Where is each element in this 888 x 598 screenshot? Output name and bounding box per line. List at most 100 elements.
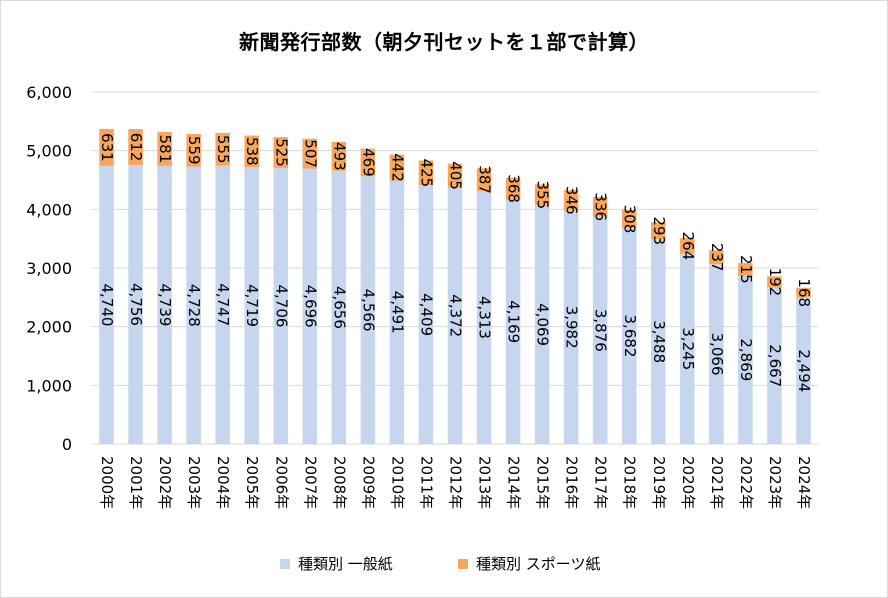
bar-sports: [273, 137, 289, 168]
data-label-general: 4,706: [272, 284, 290, 327]
data-label-sports: 555: [214, 135, 232, 164]
bar-general: [186, 166, 201, 444]
x-tick-label: 2018年: [621, 456, 639, 509]
bar-general: [215, 165, 230, 444]
data-label-general: 3,245: [679, 327, 697, 370]
bar-sports: [592, 196, 608, 217]
y-tick-label: 4,000: [26, 200, 72, 219]
data-label-general: 4,313: [476, 296, 494, 339]
data-label-general: 4,747: [214, 283, 232, 326]
data-label-sports: 355: [534, 181, 552, 210]
data-label-general: 3,066: [708, 333, 726, 376]
x-tick-label: 2015年: [534, 456, 552, 509]
x-tick-label: 2000年: [98, 456, 116, 509]
data-label-sports: 215: [737, 255, 755, 284]
bar-sports: [447, 163, 463, 188]
legend-item-sports: 種類別 スポーツ紙: [458, 553, 600, 574]
x-tick-label: 2013年: [476, 456, 494, 509]
bar-general: [447, 187, 463, 444]
bar-sports: [360, 148, 376, 177]
data-label-sports: 237: [708, 243, 726, 272]
data-label-general: 4,409: [417, 293, 435, 336]
data-label-general: 2,494: [795, 349, 813, 392]
data-label-sports: 346: [563, 186, 581, 215]
legend-swatch-sports: [458, 558, 468, 569]
bar-sports: [651, 222, 666, 240]
x-tick-label: 2006年: [272, 456, 290, 509]
bar-sports: [621, 209, 637, 228]
bar-general: [621, 227, 637, 444]
bar-sports: [418, 160, 434, 186]
data-label-sports: 293: [650, 216, 668, 245]
x-tick-label: 2010年: [388, 456, 406, 509]
legend-label-general: 種類別 一般紙: [298, 555, 393, 573]
bar-sports: [302, 138, 318, 169]
x-tick-label: 2004年: [214, 456, 232, 509]
bar-general: [534, 205, 550, 444]
x-tick-label: 2005年: [243, 456, 261, 509]
legend-item-general: 種類別 一般紙: [280, 553, 393, 574]
bar-general: [592, 216, 608, 444]
bar-general: [389, 180, 405, 444]
data-label-general: 4,696: [301, 285, 319, 328]
bar-general: [505, 199, 521, 444]
data-label-sports: 425: [417, 159, 435, 188]
data-label-general: 4,491: [388, 291, 406, 334]
x-tick-label: 2003年: [185, 456, 203, 509]
bar-general: [99, 165, 114, 445]
data-label-general: 4,169: [505, 300, 523, 343]
data-label-sports: 308: [621, 205, 639, 234]
data-label-general: 4,656: [330, 286, 348, 329]
y-tick-label: 3,000: [26, 259, 72, 278]
bar-sports: [563, 190, 579, 211]
x-tick-label: 2016年: [563, 456, 581, 509]
data-label-general: 4,739: [156, 284, 174, 327]
data-label-sports: 581: [156, 135, 174, 164]
x-tick-label: 2009年: [359, 456, 377, 509]
x-tick-label: 2014年: [505, 456, 523, 509]
y-tick-label: 0: [62, 435, 72, 454]
bar-sports: [99, 128, 114, 166]
data-label-sports: 405: [447, 161, 465, 190]
bar-sports: [680, 238, 695, 254]
bar-sports: [709, 250, 724, 265]
y-tick-label: 5,000: [26, 142, 72, 161]
y-tick-label: 2,000: [26, 318, 72, 337]
data-label-sports: 493: [330, 142, 348, 171]
bar-sports: [215, 132, 230, 166]
bar-general: [796, 297, 811, 444]
bar-general: [709, 264, 724, 444]
bar-general: [331, 170, 347, 444]
data-label-general: 4,719: [243, 284, 261, 327]
chart-title: 新聞発行部数（朝夕刊セットを１部で計算）: [239, 30, 649, 54]
data-label-sports: 168: [795, 278, 813, 307]
bar-general: [157, 165, 172, 444]
legend-swatch-general: [280, 558, 290, 569]
x-tick-label: 2022年: [737, 456, 755, 509]
data-label-general: 4,069: [534, 303, 552, 346]
bar-general: [767, 287, 782, 444]
bar-sports: [389, 154, 405, 181]
y-tick-label: 6,000: [26, 83, 72, 102]
bar-general: [128, 164, 143, 445]
bar-sports: [244, 135, 259, 168]
data-label-sports: 368: [505, 174, 523, 203]
x-tick-label: 2017年: [592, 456, 610, 509]
bar-general: [418, 185, 434, 444]
data-label-sports: 525: [272, 138, 290, 167]
bar-sports: [128, 129, 143, 165]
data-label-sports: 264: [679, 232, 697, 261]
data-label-general: 4,756: [127, 283, 145, 326]
data-label-general: 4,372: [447, 294, 465, 337]
bar-general: [244, 167, 259, 445]
bar-general: [360, 176, 376, 445]
bar-sports: [796, 287, 811, 298]
data-label-general: 3,982: [563, 306, 581, 349]
x-tick-label: 2021年: [708, 456, 726, 509]
bar-sports: [738, 263, 753, 276]
data-label-sports: 538: [243, 137, 261, 166]
x-tick-label: 2019年: [650, 456, 668, 509]
legend: 種類別 一般紙 種類別 スポーツ紙: [0, 553, 888, 577]
bar-sports: [476, 168, 492, 191]
